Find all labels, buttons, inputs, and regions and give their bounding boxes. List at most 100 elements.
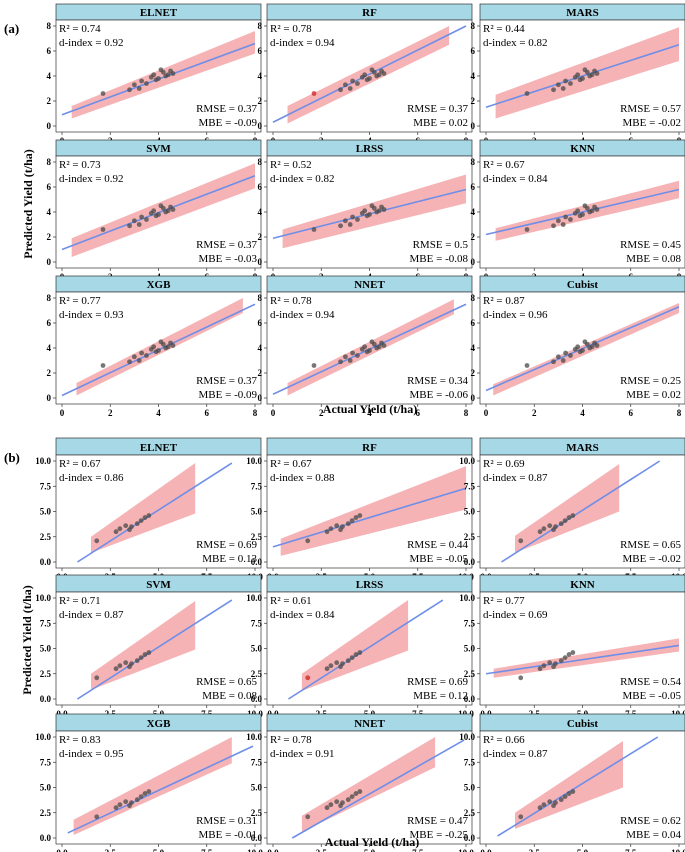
data-point — [558, 521, 564, 527]
data-point — [568, 217, 573, 222]
data-point — [165, 72, 171, 78]
y-tick-label: 2.5 — [251, 669, 263, 679]
data-point — [537, 666, 543, 672]
rmse-label: RMSE = 0.5 — [413, 239, 469, 251]
facet-title: LRSS — [356, 143, 384, 155]
data-point — [131, 218, 137, 224]
y-tick-label: 6 — [47, 182, 52, 192]
facet-rf-a: RF 0 2 4 6 8 0 2 4 6 8 R² = 0.78 d-index = 0.94 RMSE … — [258, 3, 473, 146]
y-tick-label: 10.0 — [459, 593, 475, 603]
rmse-label: RMSE = 0.69 — [196, 539, 257, 551]
y-tick-label: 0 — [471, 393, 476, 403]
r-squared-label: R² = 0.78 — [270, 23, 312, 35]
y-tick-label: 8 — [258, 157, 263, 167]
y-axis-title-b: Predicted Yield (t/ha) — [20, 585, 34, 695]
data-point — [127, 359, 132, 365]
data-point — [353, 652, 359, 657]
data-point — [594, 343, 600, 348]
data-point — [547, 660, 553, 666]
y-tick-label: 8 — [258, 21, 263, 31]
d-index-label: d-index = 0.91 — [270, 748, 335, 760]
data-point — [349, 655, 355, 660]
rmse-label: RMSE = 0.37 — [196, 239, 257, 251]
regression-line — [291, 739, 465, 839]
r-squared-label: R² = 0.52 — [270, 159, 312, 171]
data-point — [100, 91, 106, 96]
data-point — [349, 518, 355, 523]
data-point — [324, 666, 330, 672]
data-point — [131, 82, 137, 88]
r-squared-label: R² = 0.77 — [59, 295, 101, 307]
regression-line — [497, 736, 659, 837]
data-point — [328, 802, 334, 808]
data-point — [311, 227, 317, 232]
data-point — [170, 343, 176, 348]
mbe-label: MBE = 0.08 — [626, 253, 681, 265]
data-point — [381, 343, 387, 348]
d-index-label: d-index = 0.95 — [59, 748, 124, 760]
data-point — [142, 652, 148, 657]
facet-nnet-b: NNET 0.0 2.5 5.0 7.5 10.0 0.0 2.5 5.0 7.5 10.0 R² =… — [246, 713, 474, 852]
x-tick-label: 5.0 — [153, 848, 165, 852]
data-point — [158, 67, 164, 73]
facet-cubist-a: Cubist 0 2 4 6 8 0 2 4 6 8 R² = 0.87 d-index = 0.96 R… — [471, 275, 685, 418]
y-tick-label: 10.0 — [459, 732, 475, 742]
data-point — [518, 675, 524, 681]
facet-lrss-b: LRSS 0.0 2.5 5.0 7.5 10.0 0.0 2.5 5.0 7.5 10.0 R² =… — [246, 574, 474, 719]
data-point — [127, 803, 132, 809]
y-tick-label: 5.0 — [40, 644, 52, 654]
y-tick-label: 5.0 — [464, 507, 476, 517]
x-tick-label: 0 — [60, 408, 65, 418]
y-tick-label: 4 — [258, 71, 263, 81]
y-tick-label: 7.5 — [464, 618, 476, 628]
y-tick-label: 4 — [258, 207, 263, 217]
y-tick-label: 5.0 — [464, 644, 476, 654]
x-tick-label: 2 — [108, 408, 113, 418]
d-index-label: d-index = 0.86 — [59, 472, 124, 484]
facet-elnet-a: ELNET 0 2 4 6 8 0 2 4 6 8 R² = 0.74 d-index = 0.92 RM… — [47, 3, 262, 146]
data-point — [560, 222, 566, 227]
y-tick-label: 5.0 — [251, 783, 263, 793]
data-point — [347, 358, 353, 363]
confidence-band — [76, 298, 243, 396]
data-point — [381, 207, 387, 212]
rmse-label: RMSE = 0.31 — [196, 815, 257, 827]
y-tick-label: 10.0 — [35, 456, 51, 466]
y-tick-label: 0.0 — [40, 694, 52, 704]
rmse-label: RMSE = 0.62 — [620, 815, 681, 827]
rmse-label: RMSE = 0.47 — [407, 815, 468, 827]
data-point — [123, 523, 129, 529]
facet-elnet-b: ELNET 0.0 2.5 5.0 7.5 10.0 0.0 2.5 5.0 7.5 10.0 R² … — [35, 437, 263, 582]
x-tick-label: 4 — [580, 408, 585, 418]
confidence-band — [301, 737, 436, 832]
data-point — [113, 805, 119, 811]
data-point — [338, 803, 343, 809]
confidence-band — [73, 737, 232, 835]
data-point — [369, 339, 375, 345]
facet-title: RF — [362, 7, 377, 19]
data-point — [575, 208, 581, 214]
regression-line — [485, 188, 680, 236]
facet-title: ELNET — [140, 7, 178, 19]
facet-svm-a: SVM 0 2 4 6 8 0 2 4 6 8 R² = 0.73 d-index = 0.92 RMSE… — [47, 139, 262, 282]
facet-panels: ELNET0246802468R² = 0.74d-index = 0.92RM… — [35, 3, 685, 852]
y-tick-label: 10.0 — [35, 732, 51, 742]
data-point — [558, 797, 564, 803]
data-point — [582, 203, 588, 209]
data-point — [170, 207, 176, 212]
data-point — [138, 518, 144, 523]
data-point — [100, 227, 106, 232]
y-tick-label: 4 — [47, 71, 52, 81]
y-tick-label: 7.5 — [40, 481, 52, 491]
panel-label-a: (a) — [4, 21, 19, 36]
data-point — [94, 675, 100, 681]
data-point — [146, 650, 152, 655]
d-index-label: d-index = 0.87 — [483, 472, 548, 484]
d-index-label: d-index = 0.92 — [59, 37, 124, 49]
r-squared-label: R² = 0.44 — [483, 23, 525, 35]
x-axis-title-b: Actual Yield (t/ha) — [325, 835, 419, 849]
data-point — [589, 208, 595, 214]
data-point — [575, 344, 581, 350]
